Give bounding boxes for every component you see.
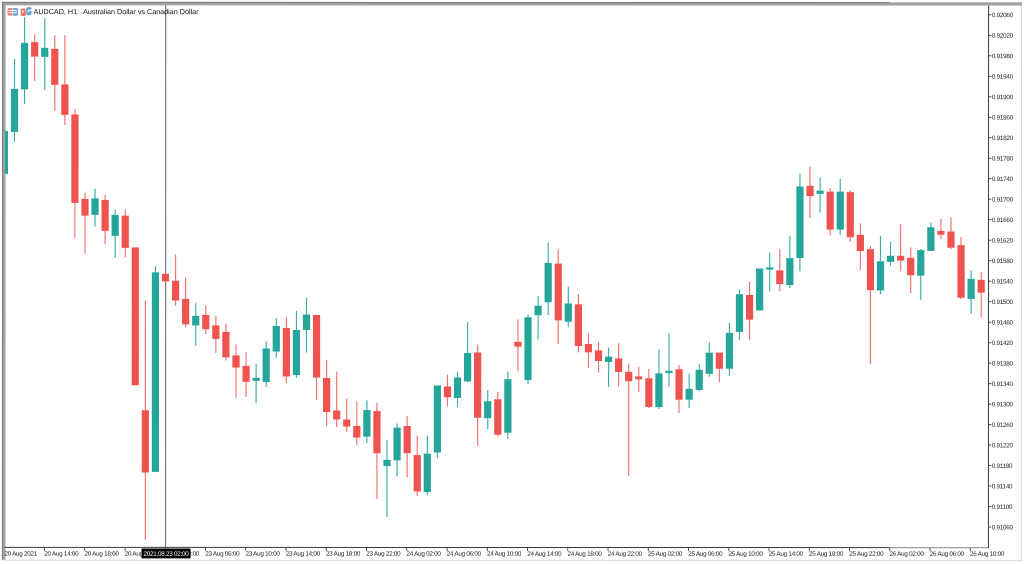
svg-text:23 Aug 22:00: 23 Aug 22:00 — [366, 551, 401, 558]
svg-text:0.91340: 0.91340 — [992, 381, 1014, 388]
svg-text:0.91300: 0.91300 — [992, 401, 1014, 408]
svg-text:23 Aug 18:00: 23 Aug 18:00 — [326, 551, 361, 558]
svg-text:0.91380: 0.91380 — [992, 360, 1014, 367]
svg-text:0.91980: 0.91980 — [992, 53, 1014, 60]
svg-text:25 Aug 02:00: 25 Aug 02:00 — [648, 551, 683, 558]
svg-text:24 Aug 22:00: 24 Aug 22:00 — [608, 551, 643, 558]
svg-text:26 Aug 06:00: 26 Aug 06:00 — [930, 551, 965, 558]
svg-text:0.91420: 0.91420 — [992, 340, 1014, 347]
svg-text:0.91260: 0.91260 — [992, 422, 1014, 429]
svg-text:24 Aug 14:00: 24 Aug 14:00 — [527, 551, 562, 558]
svg-text:23 Aug 10:00: 23 Aug 10:00 — [245, 551, 280, 558]
svg-text:0.91180: 0.91180 — [992, 463, 1013, 470]
svg-text:24 Aug 10:00: 24 Aug 10:00 — [487, 551, 522, 558]
svg-text:0.91820: 0.91820 — [992, 135, 1014, 142]
svg-text:0.91220: 0.91220 — [992, 442, 1014, 449]
svg-text:20 Aug 14:00: 20 Aug 14:00 — [44, 551, 79, 558]
svg-text:25 Aug 14:00: 25 Aug 14:00 — [769, 551, 804, 558]
svg-text:25 Aug 18:00: 25 Aug 18:00 — [809, 551, 844, 558]
svg-text:23 Aug 06:00: 23 Aug 06:00 — [205, 551, 240, 558]
svg-text:23 Aug 14:00: 23 Aug 14:00 — [286, 551, 321, 558]
svg-text:0.91500: 0.91500 — [992, 299, 1014, 306]
svg-text:26 Aug 02:00: 26 Aug 02:00 — [889, 551, 924, 558]
svg-text:0.91740: 0.91740 — [992, 176, 1014, 183]
svg-text:0.91620: 0.91620 — [992, 238, 1014, 245]
svg-text:20 Aug 2021: 20 Aug 2021 — [4, 551, 37, 558]
svg-text:20 Aug 18:00: 20 Aug 18:00 — [84, 551, 119, 558]
svg-text:25 Aug 06:00: 25 Aug 06:00 — [688, 551, 723, 558]
svg-text:24 Aug 06:00: 24 Aug 06:00 — [447, 551, 482, 558]
svg-text:0.91700: 0.91700 — [992, 197, 1014, 204]
svg-text:0.91540: 0.91540 — [992, 278, 1014, 285]
svg-text:25 Aug 22:00: 25 Aug 22:00 — [849, 551, 884, 558]
svg-text:0.91580: 0.91580 — [992, 258, 1014, 265]
svg-text:26 Aug 10:00: 26 Aug 10:00 — [970, 551, 1005, 558]
svg-text:0.92020: 0.92020 — [992, 33, 1014, 40]
svg-text:0.91660: 0.91660 — [992, 217, 1014, 224]
svg-text:0.91940: 0.91940 — [992, 74, 1014, 81]
svg-text:24 Aug 02:00: 24 Aug 02:00 — [406, 551, 441, 558]
svg-text:25 Aug 10:00: 25 Aug 10:00 — [728, 551, 763, 558]
svg-text:0.91100: 0.91100 — [992, 504, 1013, 511]
svg-text:0.91900: 0.91900 — [992, 94, 1014, 101]
svg-text:2021.08.23 02:00: 2021.08.23 02:00 — [144, 551, 190, 558]
svg-text:24 Aug 18:00: 24 Aug 18:00 — [567, 551, 602, 558]
svg-text:0.91780: 0.91780 — [992, 156, 1014, 163]
svg-text:0.91140: 0.91140 — [992, 483, 1013, 490]
svg-text:0.91860: 0.91860 — [992, 115, 1014, 122]
svg-text:0.91060: 0.91060 — [992, 524, 1014, 531]
svg-text:0.91460: 0.91460 — [992, 319, 1014, 326]
svg-text:0.92060: 0.92060 — [992, 12, 1014, 19]
svg-text:AUDCAD, H1: Australian Dollar: AUDCAD, H1: Australian Dollar vs Canadia… — [34, 7, 200, 16]
